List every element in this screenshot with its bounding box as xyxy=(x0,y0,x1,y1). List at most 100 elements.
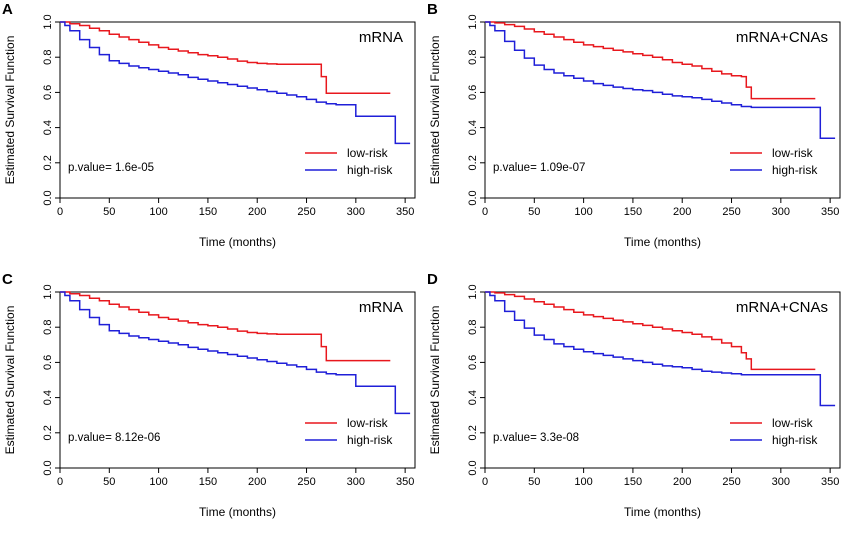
legend-label: low-risk xyxy=(347,146,389,160)
panel-d: D 0 50 100 150 200 250 300 350 0.0 0.2 0.4 0.6 0.8 1.0… xyxy=(425,270,850,540)
x-tick-label: 250 xyxy=(722,476,740,488)
series-line-low-risk xyxy=(485,21,816,100)
x-axis-title: Time (months) xyxy=(624,235,701,249)
x-tick-label: 0 xyxy=(482,206,488,218)
y-axis-title: Estimated Survival Function xyxy=(3,306,17,455)
x-tick-label: 350 xyxy=(396,476,414,488)
legend-label: high-risk xyxy=(772,433,818,447)
series-line-low-risk xyxy=(485,291,816,371)
x-tick-label: 200 xyxy=(248,476,266,488)
x-tick-label: 100 xyxy=(574,476,592,488)
panel-letter: A xyxy=(2,1,13,18)
y-tick-label: 1.0 xyxy=(467,14,479,29)
p-value-label: p.value= 1.09e-07 xyxy=(493,162,585,174)
y-tick-label: 0.2 xyxy=(42,155,54,170)
x-tick-label: 100 xyxy=(574,206,592,218)
y-tick-label: 1.0 xyxy=(467,284,479,299)
plot-title: mRNA+CNAs xyxy=(736,29,828,46)
y-tick-label: 0.8 xyxy=(467,320,479,335)
series-line-high-risk xyxy=(60,21,411,145)
x-axis-title: Time (months) xyxy=(199,235,276,249)
x-tick-label: 250 xyxy=(297,206,315,218)
y-tick-label: 0.4 xyxy=(42,120,54,135)
y-axis-title: Estimated Survival Function xyxy=(428,306,442,455)
x-tick-label: 300 xyxy=(347,206,365,218)
y-axis-title: Estimated Survival Function xyxy=(428,36,442,185)
series-line-high-risk xyxy=(485,291,836,407)
survival-chart: B 0 50 100 150 200 250 300 350 0.0 0.2 0.4 0.6 0.8 1.0… xyxy=(427,1,841,249)
y-axis-title: Estimated Survival Function xyxy=(3,36,17,185)
y-tick-label: 0.2 xyxy=(42,425,54,440)
x-tick-label: 300 xyxy=(772,476,790,488)
x-tick-label: 200 xyxy=(673,476,691,488)
legend-label: high-risk xyxy=(347,163,393,177)
x-tick-label: 200 xyxy=(248,206,266,218)
p-value-label: p.value= 1.6e-05 xyxy=(68,162,154,174)
x-tick-label: 0 xyxy=(57,206,63,218)
legend-label: low-risk xyxy=(347,416,389,430)
y-tick-label: 0.6 xyxy=(42,85,54,100)
y-tick-label: 1.0 xyxy=(42,14,54,29)
plot-title: mRNA+CNAs xyxy=(736,299,828,316)
x-tick-label: 250 xyxy=(722,206,740,218)
x-tick-label: 50 xyxy=(528,476,540,488)
survival-chart: A 0 50 100 150 200 250 300 350 0.0 0.2 0.4 0.6 0.8 1.0… xyxy=(2,1,416,249)
plot-title: mRNA xyxy=(359,299,403,316)
legend-label: low-risk xyxy=(772,146,814,160)
y-tick-label: 0.4 xyxy=(42,390,54,405)
x-tick-label: 300 xyxy=(347,476,365,488)
plot-frame xyxy=(484,291,841,469)
y-tick-label: 0.2 xyxy=(467,155,479,170)
series-line-high-risk xyxy=(485,21,836,139)
plot-title: mRNA xyxy=(359,29,403,46)
p-value-label: p.value= 8.12e-06 xyxy=(68,432,160,444)
panel-letter: B xyxy=(427,1,438,18)
panel-a: A 0 50 100 150 200 250 300 350 0.0 0.2 0.4 0.6 0.8 1.0… xyxy=(0,0,425,270)
plot-frame xyxy=(59,291,416,469)
panel-letter: D xyxy=(427,271,438,288)
x-tick-label: 200 xyxy=(673,206,691,218)
series-line-low-risk xyxy=(60,291,391,362)
series-line-low-risk xyxy=(60,21,391,95)
panel-c: C 0 50 100 150 200 250 300 350 0.0 0.2 0.4 0.6 0.8 1.0… xyxy=(0,270,425,540)
legend-label: high-risk xyxy=(347,433,393,447)
y-tick-label: 0.0 xyxy=(42,460,54,475)
x-tick-label: 50 xyxy=(103,476,115,488)
x-tick-label: 350 xyxy=(821,476,839,488)
y-tick-label: 0.6 xyxy=(42,355,54,370)
y-tick-label: 0.0 xyxy=(467,460,479,475)
x-tick-label: 150 xyxy=(624,206,642,218)
y-tick-label: 0.2 xyxy=(467,425,479,440)
y-tick-label: 1.0 xyxy=(42,284,54,299)
survival-chart: C 0 50 100 150 200 250 300 350 0.0 0.2 0.4 0.6 0.8 1.0… xyxy=(2,271,416,519)
y-tick-label: 0.8 xyxy=(42,50,54,65)
x-tick-label: 50 xyxy=(528,206,540,218)
y-tick-label: 0.4 xyxy=(467,120,479,135)
plot-frame xyxy=(484,21,841,199)
x-tick-label: 250 xyxy=(297,476,315,488)
y-tick-label: 0.8 xyxy=(467,50,479,65)
panel-b: B 0 50 100 150 200 250 300 350 0.0 0.2 0.4 0.6 0.8 1.0… xyxy=(425,0,850,270)
x-tick-label: 0 xyxy=(57,476,63,488)
x-tick-label: 300 xyxy=(772,206,790,218)
y-tick-label: 0.6 xyxy=(467,355,479,370)
x-tick-label: 100 xyxy=(149,206,167,218)
panel-letter: C xyxy=(2,271,13,288)
x-tick-label: 150 xyxy=(199,476,217,488)
x-tick-label: 350 xyxy=(396,206,414,218)
x-axis-title: Time (months) xyxy=(199,505,276,519)
p-value-label: p.value= 3.3e-08 xyxy=(493,432,579,444)
x-tick-label: 0 xyxy=(482,476,488,488)
x-tick-label: 350 xyxy=(821,206,839,218)
x-tick-label: 100 xyxy=(149,476,167,488)
y-tick-label: 0.0 xyxy=(467,190,479,205)
x-axis-title: Time (months) xyxy=(624,505,701,519)
x-tick-label: 150 xyxy=(199,206,217,218)
legend-label: low-risk xyxy=(772,416,814,430)
survival-chart: D 0 50 100 150 200 250 300 350 0.0 0.2 0.4 0.6 0.8 1.0… xyxy=(427,271,841,519)
x-tick-label: 50 xyxy=(103,206,115,218)
y-tick-label: 0.4 xyxy=(467,390,479,405)
y-tick-label: 0.8 xyxy=(42,320,54,335)
y-tick-label: 0.0 xyxy=(42,190,54,205)
y-tick-label: 0.6 xyxy=(467,85,479,100)
